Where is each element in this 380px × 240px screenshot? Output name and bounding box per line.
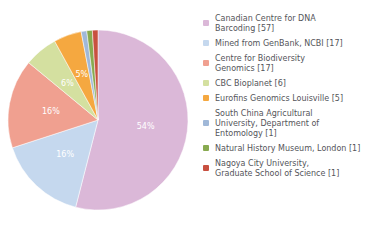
svg-text:16%: 16% [56, 150, 74, 159]
svg-text:University, Department of: University, Department of [215, 119, 319, 128]
svg-text:Natural History Museum, London: Natural History Museum, London [1] [215, 144, 360, 153]
svg-text:16%: 16% [42, 107, 60, 116]
svg-text:Entomology [1]: Entomology [1] [215, 129, 277, 138]
svg-text:54%: 54% [137, 122, 155, 131]
svg-text:Graduate School of Science [1]: Graduate School of Science [1] [215, 169, 339, 178]
svg-text:Barcoding [57]: Barcoding [57] [215, 24, 274, 33]
svg-text:Eurofins Genomics Louisville [: Eurofins Genomics Louisville [5] [215, 94, 343, 103]
svg-text:CBC Bioplanet [6]: CBC Bioplanet [6] [215, 79, 286, 88]
svg-text:Nagoya City University,: Nagoya City University, [215, 159, 309, 168]
svg-text:Genomics [17]: Genomics [17] [215, 64, 274, 73]
svg-text:6%: 6% [61, 79, 74, 88]
svg-text:South China Agricultural: South China Agricultural [215, 109, 313, 118]
svg-text:Centre for Biodiversity: Centre for Biodiversity [215, 54, 305, 63]
svg-text:Canadian Centre for DNA: Canadian Centre for DNA [215, 14, 316, 23]
svg-text:Mined from GenBank, NCBI [17]: Mined from GenBank, NCBI [17] [215, 39, 343, 48]
svg-text:5%: 5% [75, 70, 88, 79]
